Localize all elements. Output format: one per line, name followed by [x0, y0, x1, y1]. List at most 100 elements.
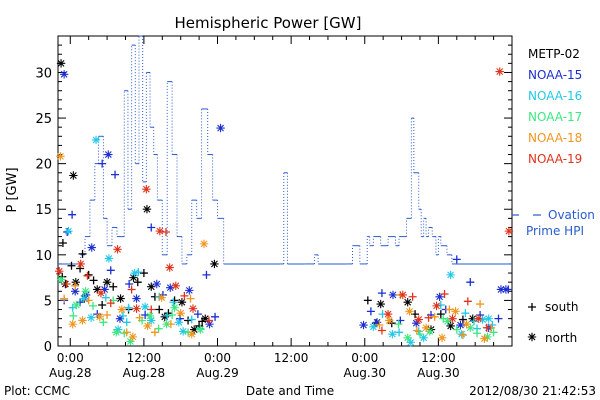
metp-02-north-point	[160, 312, 169, 322]
x-tick-time-label: 12:00	[274, 351, 309, 365]
noaa-16-north-point	[369, 322, 378, 332]
noaa-18-north-point	[176, 308, 185, 318]
noaa-16-north-point	[140, 302, 150, 311]
noaa-16-north-point	[64, 226, 73, 236]
noaa-18-north-point	[117, 305, 127, 314]
noaa-17-north-point	[145, 311, 155, 321]
noaa-19-north-point	[398, 290, 407, 300]
metp-02-south-point	[76, 264, 85, 273]
metp-02-south-point	[67, 261, 76, 270]
noaa-18-south-point	[135, 313, 144, 322]
noaa-19-north-point	[414, 315, 423, 324]
metp-02-north-point	[102, 277, 112, 287]
noaa-18-north-point	[385, 316, 394, 325]
noaa-16-north-point	[406, 338, 415, 347]
noaa-18-north-point	[437, 333, 447, 342]
metp-02-south-point	[84, 270, 93, 279]
noaa-19-south-point	[127, 285, 136, 294]
noaa-15-south-point	[147, 223, 156, 232]
noaa-15-south-point	[466, 278, 475, 287]
noaa-17-north-point	[170, 303, 179, 312]
noaa-15-north-point	[359, 320, 368, 330]
noaa-19-north-point	[474, 314, 483, 323]
noaa-19-south-point	[424, 313, 433, 322]
noaa-16-north-point	[178, 327, 188, 336]
noaa-17-south-point	[489, 328, 498, 337]
ovation-legend-label: Ovation	[548, 208, 595, 222]
noaa-15-south-point	[366, 307, 375, 316]
noaa-19-south-point	[204, 316, 213, 325]
noaa-17-north-point	[443, 317, 452, 326]
noaa-15-north-point	[501, 285, 511, 294]
noaa-19-north-point	[113, 245, 122, 254]
noaa-15-south-point	[377, 289, 386, 298]
noaa-16-south-point	[163, 311, 172, 320]
noaa-19-north-point	[96, 288, 106, 298]
noaa-17-south-point	[99, 318, 108, 327]
noaa-15-south-point	[193, 310, 202, 319]
noaa-16-north-point	[91, 135, 101, 145]
noaa-18-south-point	[122, 328, 131, 337]
noaa-15-north-point	[185, 286, 194, 295]
noaa-19-south-point	[463, 297, 472, 306]
noaa-16-south-point	[169, 298, 178, 307]
legend-noaa-18: NOAA-18	[528, 131, 582, 145]
noaa-18-north-point	[78, 316, 87, 325]
metp-02-north-point	[446, 321, 455, 331]
metp-02-south-point	[133, 278, 142, 287]
y-tick-label: 15	[35, 203, 52, 218]
noaa-15-north-point	[82, 290, 91, 300]
noaa-19-north-point	[165, 263, 174, 272]
metp-02-south-point	[363, 296, 372, 305]
metp-02-north-point	[56, 59, 66, 68]
south-legend-label: south	[545, 300, 579, 314]
y-tick-label: 25	[35, 112, 52, 127]
noaa-16-north-point	[130, 268, 139, 278]
noaa-15-south-point	[494, 314, 503, 323]
noaa-19-south-point	[440, 290, 449, 299]
noaa-18-south-point	[412, 326, 421, 335]
metp-02-south-point	[436, 310, 445, 319]
noaa-16-north-point	[446, 270, 455, 280]
metp-02-north-point	[93, 285, 102, 294]
noaa-19-south-point	[62, 280, 71, 288]
metp-02-north-point	[190, 325, 199, 334]
noaa-18-south-point	[445, 305, 454, 314]
noaa-19-north-point	[171, 281, 180, 291]
noaa-18-south-point	[71, 281, 80, 290]
metp-02-north-point	[177, 298, 187, 307]
plot-credit: Plot: CCMC	[4, 384, 70, 398]
metp-02-south-point	[89, 276, 98, 285]
noaa-17-north-point	[162, 319, 171, 329]
noaa-17-south-point	[473, 329, 482, 338]
noaa-18-south-point	[166, 320, 175, 329]
plot-frame	[57, 35, 513, 347]
noaa-19-south-point	[377, 326, 386, 335]
metp-02-north-point	[210, 259, 219, 269]
x-tick-date-label: Aug.28	[49, 366, 92, 380]
noaa-17-north-point	[112, 328, 121, 337]
noaa-17-north-point	[81, 287, 90, 296]
noaa-16-north-point	[113, 325, 123, 334]
noaa-18-south-point	[103, 311, 112, 319]
metp-02-north-point	[142, 205, 152, 214]
noaa-19-south-point	[83, 271, 92, 280]
noaa-17-north-point	[483, 332, 492, 342]
noaa-15-south-point	[202, 270, 211, 279]
noaa-19-north-point	[76, 259, 85, 269]
ovation-legend-label-2: Prime HPI	[526, 224, 584, 238]
noaa-18-north-point	[143, 321, 152, 331]
noaa-18-north-point	[128, 332, 138, 342]
y-tick-label: 30	[35, 66, 52, 81]
metp-02-north-point	[129, 273, 138, 282]
noaa-15-south-point	[452, 255, 461, 264]
noaa-16-north-point	[484, 314, 493, 323]
metp-02-south-point	[98, 300, 107, 309]
noaa-19-north-point	[188, 304, 198, 313]
noaa-19-south-point	[161, 228, 170, 237]
noaa-17-south-point	[439, 314, 448, 323]
noaa-15-north-point	[456, 320, 465, 330]
noaa-19-south-point	[482, 323, 491, 332]
metp-02-south-point	[109, 282, 118, 291]
